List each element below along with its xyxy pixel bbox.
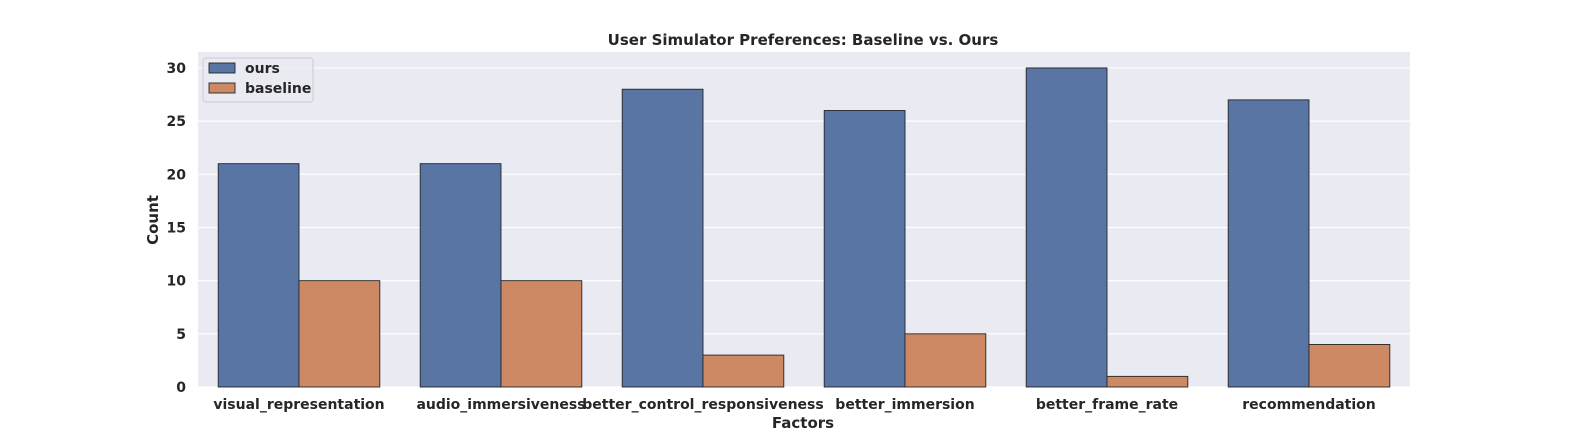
bar-baseline-better_control_responsiveness: [702, 354, 785, 388]
x-tick-label: visual_representation: [213, 397, 384, 413]
x-axis-ticks: visual_representation audio_immersiveness…: [213, 397, 1375, 413]
y-tick-label: 20: [167, 167, 187, 183]
plot-area: [198, 52, 1410, 387]
y-axis-label: Count: [144, 195, 162, 245]
legend: ours baseline: [202, 57, 314, 103]
x-tick-label: better_control_responsiveness: [582, 397, 823, 413]
legend-swatch-ours: [208, 62, 236, 74]
bar-baseline-better_immersion: [904, 333, 987, 388]
y-tick-label: 5: [176, 327, 186, 343]
x-tick-label: audio_immersiveness: [416, 397, 585, 413]
bar-ours-better_immersion: [823, 110, 906, 388]
y-tick-label: 25: [167, 114, 186, 130]
bar-baseline-recommendation: [1308, 344, 1391, 388]
y-tick-label: 15: [167, 220, 186, 236]
bar-ours-better_frame_rate: [1025, 67, 1108, 388]
chart-title: User Simulator Preferences: Baseline vs.…: [608, 31, 999, 49]
legend-label-ours: ours: [245, 61, 280, 77]
legend-swatch-baseline: [208, 82, 236, 94]
x-tick-label: recommendation: [1242, 397, 1376, 413]
bars: [217, 67, 1391, 388]
bar-baseline-better_frame_rate: [1106, 375, 1189, 388]
x-tick-label: better_frame_rate: [1036, 397, 1178, 413]
bar-ours-better_control_responsiveness: [621, 88, 704, 388]
y-tick-label: 0: [176, 380, 186, 396]
x-tick-label: better_immersion: [835, 397, 974, 413]
y-tick-label: 30: [167, 61, 187, 77]
bar-ours-visual_representation: [217, 163, 300, 388]
y-axis-ticks: 0 5 10 15 20 25 30: [167, 61, 187, 396]
bar-ours-audio_immersiveness: [419, 163, 502, 388]
y-tick-label: 10: [167, 274, 187, 290]
gridlines: [198, 67, 1410, 388]
bar-baseline-visual_representation: [298, 280, 381, 388]
legend-label-baseline: baseline: [245, 81, 311, 97]
bar-ours-recommendation: [1227, 99, 1310, 388]
x-axis-label: Factors: [772, 414, 834, 432]
bar-baseline-audio_immersiveness: [500, 280, 583, 388]
